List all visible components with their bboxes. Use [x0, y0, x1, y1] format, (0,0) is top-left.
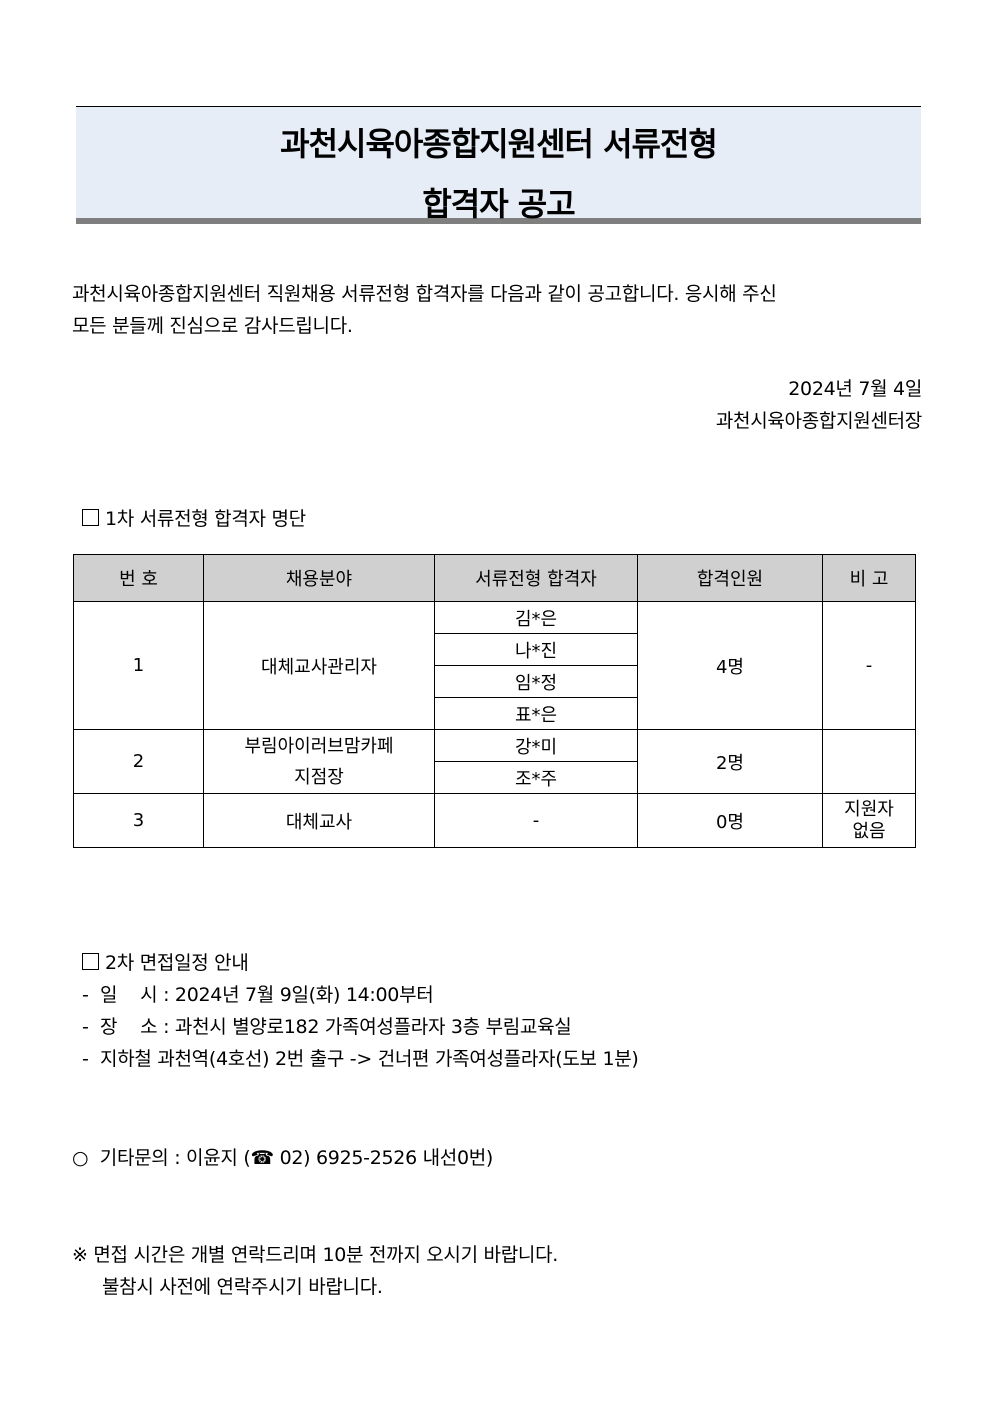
notice-line1: ※ 면접 시간은 개별 연락드리며 10분 전까지 오시기 바랍니다. — [72, 1244, 558, 1266]
table-header-row: 번 호 채용분야 서류전형 합격자 합격인원 비 고 — [73, 554, 916, 602]
row-note-line1: 지원자 — [844, 798, 894, 820]
table-row: 1 대체교사관리자 김*은 4명 - — [73, 601, 916, 730]
telephone-icon: ☎ — [250, 1147, 274, 1169]
row-note: 지원자 없음 — [822, 793, 916, 848]
section2-heading: 2차 면접일정 안내 — [82, 948, 249, 975]
passer-name: - — [434, 793, 638, 848]
header-field: 채용분야 — [203, 554, 435, 602]
schedule-datetime: - 일 시 : 2024년 7월 9일(화) 14:00부터 — [82, 984, 434, 1006]
row-no: 3 — [73, 793, 204, 848]
passer-name: 나*진 — [434, 633, 638, 666]
passer-name: 조*주 — [434, 761, 638, 794]
table-row: 3 대체교사 - 0명 지원자 없음 — [73, 793, 916, 848]
schedule-directions: - 지하철 과천역(4호선) 2번 출구 -> 건너편 가족여성플라자(도보 1… — [82, 1048, 639, 1070]
passer-name: 임*정 — [434, 665, 638, 698]
intro-line1: 과천시육아종합지원센터 직원채용 서류전형 합격자를 다음과 같이 공고합니다.… — [72, 283, 777, 305]
contact-phone: 02) 6925-2526 내선0번) — [273, 1147, 494, 1169]
title-line1: 과천시육아종합지원센터 서류전형 — [280, 125, 718, 163]
row-count: 2명 — [637, 729, 823, 794]
contact-info: ○ 기타문의 : 이윤지 (☎ 02) 6925-2526 내선0번) — [72, 1143, 493, 1170]
passer-name: 표*은 — [434, 697, 638, 730]
section1-heading-text: 1차 서류전형 합격자 명단 — [105, 508, 306, 530]
row-field-line2: 지점장 — [294, 766, 344, 788]
contact-prefix: ○ 기타문의 : 이윤지 ( — [72, 1147, 251, 1169]
row-note: - — [822, 601, 916, 730]
section2-heading-text: 2차 면접일정 안내 — [105, 952, 249, 974]
announcement-date: 2024년 7월 4일 — [788, 378, 922, 400]
row-note — [822, 729, 916, 794]
row-count: 0명 — [637, 793, 823, 848]
row-field: 대체교사관리자 — [203, 601, 435, 730]
checkbox-square-icon — [82, 953, 99, 970]
header-count: 합격인원 — [637, 554, 823, 602]
issuer: 과천시육아종합지원센터장 — [715, 410, 922, 432]
row-field: 대체교사 — [203, 793, 435, 848]
row-field-line1: 부림아이러브맘카페 — [244, 735, 394, 757]
passer-name: 강*미 — [434, 729, 638, 762]
row-no: 1 — [73, 601, 204, 730]
schedule-location: - 장 소 : 과천시 별양로182 가족여성플라자 3층 부림교육실 — [82, 1016, 572, 1038]
header-no: 번 호 — [73, 554, 204, 602]
row-no: 2 — [73, 729, 204, 794]
header-passers: 서류전형 합격자 — [434, 554, 638, 602]
row-count: 4명 — [637, 601, 823, 730]
title-line2: 합격자 공고 — [422, 185, 575, 223]
checkbox-square-icon — [82, 509, 99, 526]
results-table: 번 호 채용분야 서류전형 합격자 합격인원 비 고 1 대체교사관리자 김*은… — [73, 554, 916, 848]
title-banner: 과천시육아종합지원센터 서류전형 합격자 공고 — [76, 106, 921, 224]
intro-line2: 모든 분들께 진심으로 감사드립니다. — [72, 315, 353, 337]
notice-line2: 불참시 사전에 연락주시기 바랍니다. — [102, 1276, 383, 1298]
header-note: 비 고 — [822, 554, 916, 602]
row-note-line2: 없음 — [852, 820, 886, 842]
section1-heading: 1차 서류전형 합격자 명단 — [82, 504, 306, 531]
passer-name: 김*은 — [434, 601, 638, 634]
